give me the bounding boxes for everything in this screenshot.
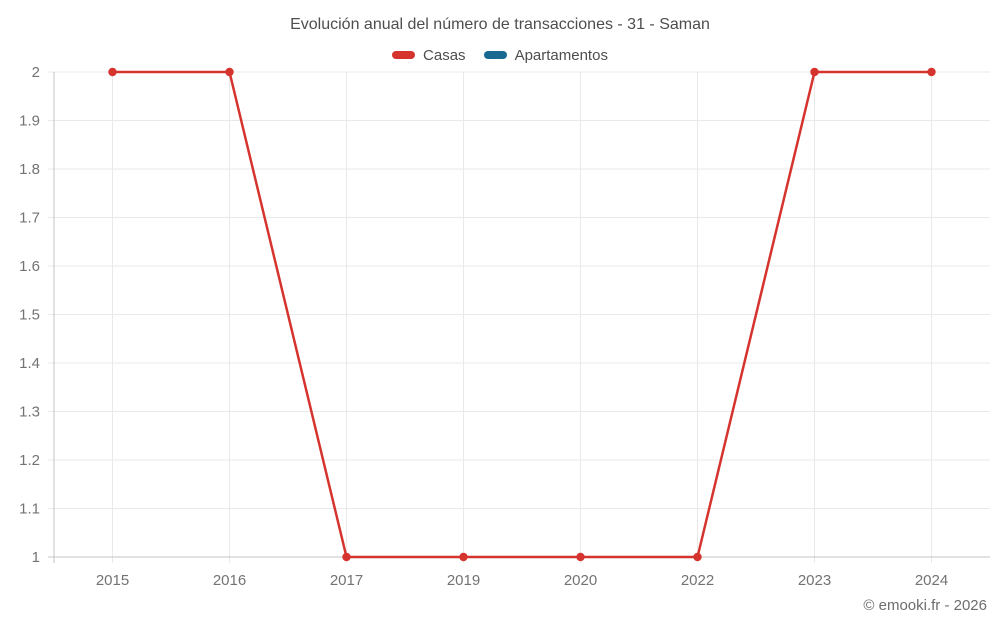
x-axis-label: 2022 (681, 572, 714, 589)
x-axis-label: 2024 (915, 572, 948, 589)
y-axis-label: 2 (32, 64, 40, 81)
y-axis-label: 1.1 (19, 501, 40, 518)
y-axis-label: 1.8 (19, 161, 40, 178)
legend-item-apartamentos[interactable]: Apartamentos (483, 46, 608, 64)
copyright-text: © emooki.fr - 2026 (863, 597, 987, 614)
x-axis-label: 2020 (564, 572, 597, 589)
data-point (459, 552, 468, 562)
data-point (927, 67, 936, 77)
data-point (108, 67, 117, 77)
x-axis-label: 2019 (447, 572, 480, 589)
data-point (342, 552, 351, 562)
y-axis-label: 1.4 (19, 355, 40, 372)
y-axis-label: 1 (32, 549, 40, 566)
chart-title: Evolución anual del número de transaccio… (290, 16, 710, 33)
legend-swatch-apartamentos (483, 51, 507, 59)
y-axis-label: 1.7 (19, 210, 40, 227)
legend-item-casas[interactable]: Casas (392, 47, 466, 64)
data-point (810, 67, 819, 77)
y-axis-label: 1.6 (19, 258, 40, 275)
series-line-casas (111, 70, 933, 559)
x-axis-label: 2023 (798, 572, 831, 589)
y-axis-label: 1.9 (19, 113, 40, 130)
data-point (693, 552, 702, 562)
legend-swatch-casas (392, 51, 416, 59)
data-point (225, 67, 234, 77)
y-axis-label: 1.3 (19, 404, 40, 421)
y-axis-label: 1.5 (19, 307, 40, 324)
data-point (576, 552, 585, 562)
x-axis-label: 2016 (213, 572, 246, 589)
y-axis-label: 1.2 (19, 452, 40, 469)
x-axis-label: 2017 (330, 572, 363, 589)
legend-label: Apartamentos (514, 46, 608, 64)
chart-legend: Casas Apartamentos (0, 45, 1000, 65)
x-axis-label: 2015 (96, 572, 129, 589)
legend-label: Casas (423, 46, 466, 64)
